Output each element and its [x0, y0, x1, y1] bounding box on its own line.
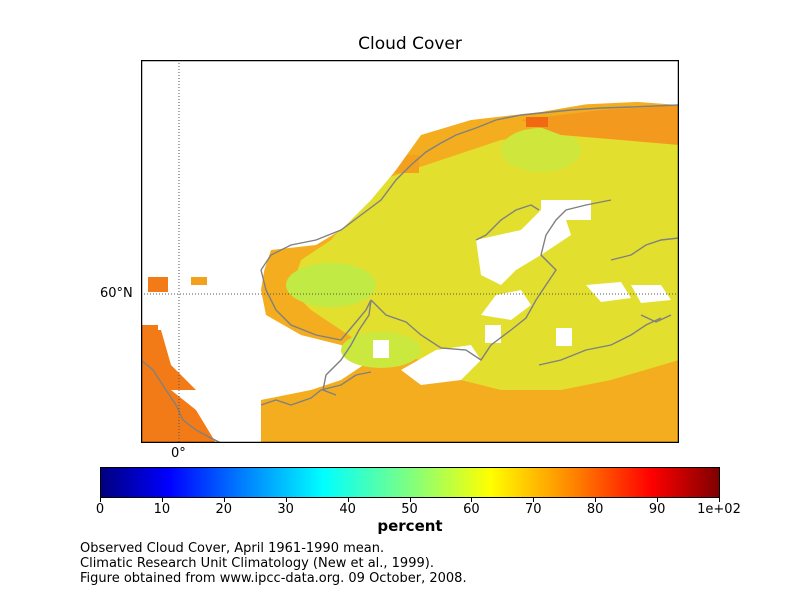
no-data-area — [171, 390, 261, 443]
colorbar-tick-mark — [533, 498, 535, 502]
caption-line: Figure obtained from www.ipcc-data.org. … — [80, 571, 467, 586]
cloud-field-green-patch — [286, 263, 376, 307]
graticule — [141, 60, 679, 443]
colorbar-tick-label: 30 — [277, 502, 294, 517]
chart-title: Cloud Cover — [358, 34, 462, 54]
colorbar-tick-mark — [285, 498, 287, 502]
no-data-area — [586, 282, 631, 302]
cloud-field-cell — [526, 117, 548, 127]
colorbar-label: percent — [377, 517, 443, 535]
colorbar-tick-mark — [719, 498, 720, 502]
colorbar-tick-label: 40 — [339, 502, 356, 517]
cloud-field-northeast — [521, 105, 679, 145]
no-data-area — [556, 328, 572, 346]
colorbar-tick-mark — [657, 498, 659, 502]
colorbar-tick-label: 80 — [586, 502, 604, 517]
colorbar-tick-label: 90 — [648, 502, 666, 517]
colorbar-tick-label: 60 — [463, 502, 480, 517]
cloud-field-cell — [141, 325, 158, 345]
colorbar-tick-mark — [409, 498, 411, 502]
cloud-field-cell — [191, 277, 207, 285]
map-border — [141, 60, 679, 443]
colorbar-tick-mark — [100, 498, 101, 502]
colorbar-tick-label: 50 — [401, 502, 418, 517]
colorbar-tick-mark — [161, 498, 163, 502]
no-data-area — [485, 325, 501, 343]
colorbar-tick-label: 20 — [215, 502, 233, 517]
no-data-area — [401, 345, 481, 385]
colorbar — [100, 467, 720, 498]
caption-line: Climatic Research Unit Climatology (New … — [80, 556, 434, 571]
map-svg — [141, 60, 679, 443]
colorbar-tick-mark — [471, 498, 473, 502]
colorbar-tick-label: 10 — [153, 502, 171, 517]
latitude-label: 60°N — [100, 286, 133, 301]
colorbar-tick-label: 70 — [525, 502, 542, 517]
no-data-area — [481, 290, 531, 320]
coastline — [141, 104, 679, 443]
no-data-area — [141, 60, 679, 280]
colorbar-tick-label: 0 — [95, 502, 105, 517]
longitude-label: 0° — [171, 446, 186, 461]
colorbar-tick-label: 1e+02 — [697, 502, 741, 517]
colorbar-tick-mark — [595, 498, 597, 502]
colorbar-tick-mark — [347, 498, 349, 502]
no-data-area — [373, 340, 389, 358]
cloud-field-cell — [148, 277, 168, 292]
figure-caption: Observed Cloud Cover, April 1961-1990 me… — [80, 541, 467, 586]
map-plot-area — [141, 60, 679, 443]
colorbar-tick-mark — [223, 498, 225, 502]
caption-line: Observed Cloud Cover, April 1961-1990 me… — [80, 541, 385, 556]
no-data-area — [476, 205, 571, 285]
cloud-field-green-patch — [501, 128, 581, 172]
